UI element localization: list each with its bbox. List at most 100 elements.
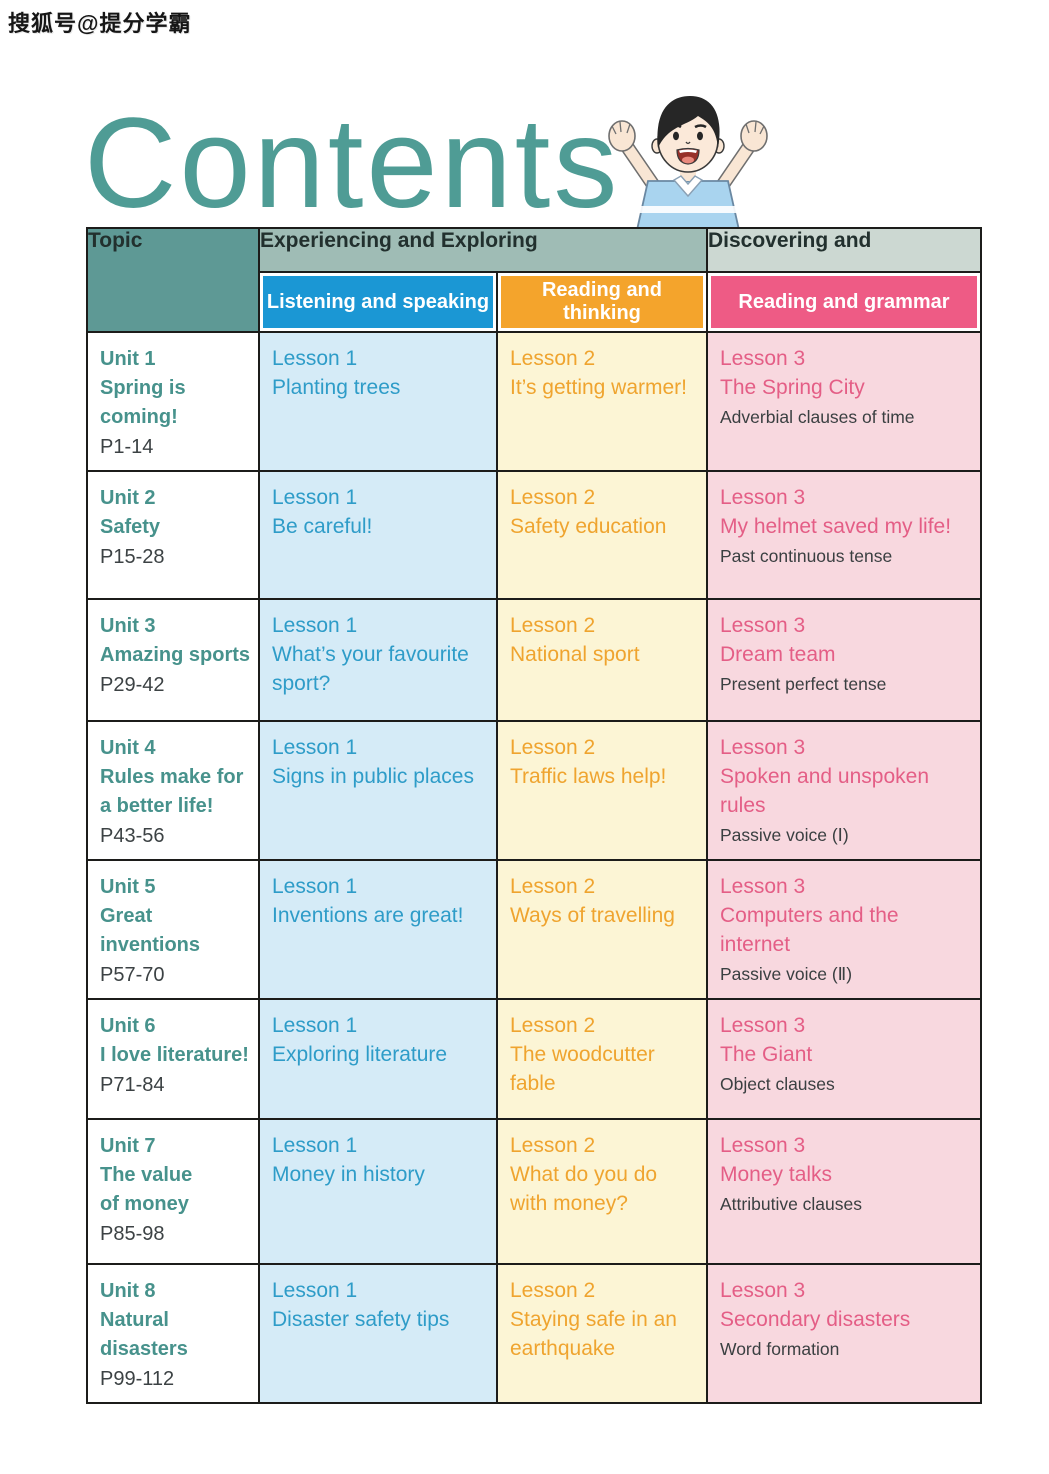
lesson-label: Lesson 3 (720, 347, 806, 370)
unit-pages: P43-56 (100, 825, 165, 847)
lesson1-cell: Lesson 1 What’s your favourite sport? (258, 598, 498, 722)
lesson-label: Lesson 3 (720, 1134, 806, 1157)
unit-pages: P71-84 (100, 1074, 165, 1096)
unit-pages: P99-112 (100, 1368, 175, 1390)
lesson-label: Lesson 1 (272, 614, 358, 637)
table-row-unit4: Unit 4 Rules make for a better life! P43… (86, 720, 982, 861)
lesson-label: Lesson 2 (510, 736, 596, 759)
topic-cell: Unit 7 The value of money P85-98 (86, 1118, 260, 1265)
topic-cell: Unit 8 Natural disasters P99-112 (86, 1263, 260, 1404)
subheader-reading-cell: Reading and thinking (496, 271, 708, 333)
lesson-label: Lesson 1 (272, 1279, 358, 1302)
topic-header: Topic (86, 227, 260, 333)
unit-label: Unit 6 (100, 1015, 156, 1037)
lesson-title: Computers and the internet (720, 903, 899, 956)
lesson-label: Lesson 2 (510, 347, 596, 370)
lesson-label: Lesson 2 (510, 1014, 596, 1037)
lesson1-cell: Lesson 1 Be careful! (258, 470, 498, 600)
lesson-label: Lesson 3 (720, 486, 806, 509)
sub-header-row: Listening and speaking Reading and think… (87, 271, 982, 333)
unit-pages: P57-70 (100, 964, 165, 986)
lesson-title: Planting trees (272, 375, 401, 399)
lesson-title: My helmet saved my life! (720, 514, 952, 538)
grammar-note: Passive voice (Ⅱ) (720, 963, 853, 984)
lesson1-cell: Lesson 1 Exploring literature (258, 998, 498, 1120)
collar (672, 175, 704, 198)
group-header-experiencing: Experiencing and Exploring (258, 227, 708, 273)
subheader-listening-cell: Listening and speaking (258, 271, 498, 333)
unit-pages: P85-98 (100, 1223, 165, 1245)
lesson-label: Lesson 1 (272, 486, 358, 509)
table-row-unit6: Unit 6 I love literature! P71-84 Lesson … (86, 998, 982, 1120)
shirt-stripe (639, 206, 737, 213)
subheader-reading-grammar: Reading and grammar (711, 276, 977, 328)
left-eye (673, 131, 679, 141)
topic-cell: Unit 4 Rules make for a better life! P43… (86, 720, 260, 861)
left-arm (622, 142, 660, 192)
lesson-title: Secondary disasters (720, 1307, 911, 1331)
lesson1-cell: Lesson 1 Money in history (258, 1118, 498, 1265)
grammar-note: Present perfect tense (720, 673, 887, 694)
lesson3-cell: Lesson 3 The Spring City Adverbial claus… (706, 331, 982, 472)
unit-title: Amazing sports (100, 644, 251, 666)
lesson2-cell: Lesson 2 National sport (496, 598, 708, 722)
lesson-title: National sport (510, 642, 640, 666)
lesson2-cell: Lesson 2 What do you do with money? (496, 1118, 708, 1265)
lesson2-cell: Lesson 2 Traffic laws help! (496, 720, 708, 861)
lesson1-cell: Lesson 1 Disaster safety tips (258, 1263, 498, 1404)
unit-label: Unit 8 (100, 1280, 156, 1302)
topic-cell: Unit 6 I love literature! P71-84 (86, 998, 260, 1120)
topic-cell: Unit 3 Amazing sports P29-42 (86, 598, 260, 722)
lesson3-cell: Lesson 3 Dream team Present perfect tens… (706, 598, 982, 722)
lesson-title: The Giant (720, 1042, 813, 1066)
lesson2-cell: Lesson 2 The woodcutter fable (496, 998, 708, 1120)
unit-title: The value of money (100, 1164, 193, 1215)
lesson-title: It’s getting warmer! (510, 375, 688, 399)
subheader-grammar-cell: Reading and grammar (706, 271, 982, 333)
topic-cell: Unit 1 Spring is coming! P1-14 (86, 331, 260, 472)
unit-label: Unit 3 (100, 615, 156, 637)
left-eyebrow (669, 124, 682, 129)
unit-title: I love literature! (100, 1044, 249, 1066)
unit-pages: P1-14 (100, 436, 154, 458)
lesson3-cell: Lesson 3 My helmet saved my life! Past c… (706, 470, 982, 600)
unit-title: Safety (100, 516, 161, 538)
lesson-label: Lesson 3 (720, 875, 806, 898)
table-row-unit2: Unit 2 Safety P15-28 Lesson 1 Be careful… (86, 470, 982, 600)
lesson-label: Lesson 2 (510, 1134, 596, 1157)
page-title: Contents (84, 92, 621, 235)
lesson-title: Dream team (720, 642, 836, 666)
lesson-title: What’s your favourite sport? (272, 642, 469, 695)
lesson-title: Safety education (510, 514, 667, 538)
group-header-row: Topic Experiencing and Exploring Discove… (86, 227, 982, 333)
lesson2-cell: Lesson 2 Ways of travelling (496, 859, 708, 1000)
lesson-label: Lesson 1 (272, 347, 358, 370)
lesson-title: Money in history (272, 1162, 425, 1186)
contents-table: Topic Experiencing and Exploring Discove… (86, 227, 982, 1404)
lesson3-cell: Lesson 3 Money talks Attributive clauses (706, 1118, 982, 1265)
lesson-title: Spoken and unspoken rules (720, 764, 930, 817)
lesson-label: Lesson 1 (272, 875, 358, 898)
lesson3-cell: Lesson 3 Secondary disasters Word format… (706, 1263, 982, 1404)
table-row-unit8: Unit 8 Natural disasters P99-112 Lesson … (86, 1263, 982, 1404)
grammar-note: Word formation (720, 1338, 840, 1359)
unit-title: Great inventions (100, 905, 201, 956)
lesson-title: The Spring City (720, 375, 865, 399)
unit-title: Natural disasters (100, 1309, 188, 1360)
group-header-discovering: Discovering and (706, 227, 982, 273)
subheader-reading-thinking: Reading and thinking (501, 276, 703, 328)
lesson-label: Lesson 3 (720, 1014, 806, 1037)
unit-pages: P29-42 (100, 674, 165, 696)
right-eye (697, 131, 703, 141)
lesson-label: Lesson 2 (510, 486, 596, 509)
lesson-title: Traffic laws help! (510, 764, 667, 788)
lesson1-cell: Lesson 1 Planting trees (258, 331, 498, 472)
lesson1-cell: Lesson 1 Signs in public places (258, 720, 498, 861)
lesson-label: Lesson 1 (272, 1014, 358, 1037)
lesson-label: Lesson 2 (510, 614, 596, 637)
lesson-label: Lesson 2 (510, 875, 596, 898)
lesson-title: Money talks (720, 1162, 833, 1186)
lesson-label: Lesson 3 (720, 614, 806, 637)
lesson-label: Lesson 3 (720, 1279, 806, 1302)
